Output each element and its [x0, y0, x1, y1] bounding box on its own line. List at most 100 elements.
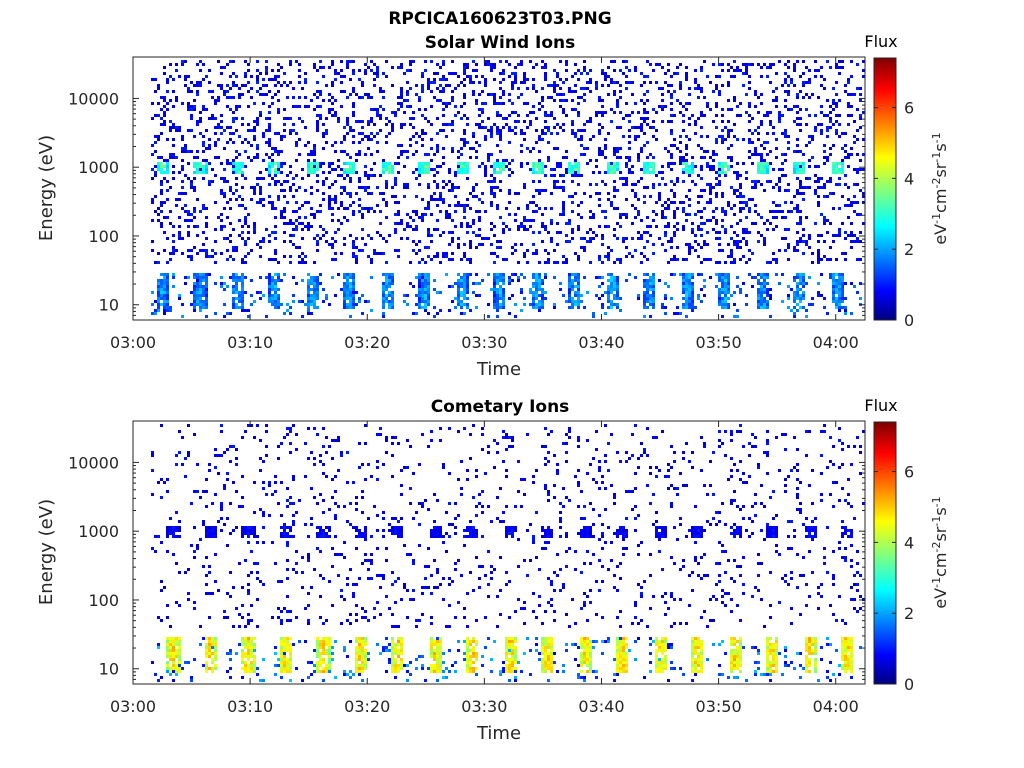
spectrogram-cell — [313, 297, 316, 300]
spectrogram-cell — [439, 210, 442, 213]
spectrogram-cell — [457, 291, 460, 294]
spectrogram-cell — [799, 294, 802, 297]
spectrogram-cell — [523, 72, 526, 75]
spectrogram-cell — [349, 162, 352, 165]
spectrogram-cell — [697, 96, 700, 99]
spectrogram-cell — [241, 225, 244, 228]
spectrogram-cell — [844, 204, 847, 207]
spectrogram-cell — [739, 246, 742, 249]
spectrogram-cell — [292, 87, 295, 90]
spectrogram-cell — [685, 102, 688, 105]
spectrogram-cell — [829, 192, 832, 195]
spectrogram-cell — [175, 637, 178, 640]
spectrogram-cell — [604, 255, 607, 258]
spectrogram-cell — [457, 84, 460, 87]
spectrogram-cell — [193, 177, 196, 180]
spectrogram-cell — [727, 147, 730, 150]
spectrogram-cell — [652, 126, 655, 129]
spectrogram-cell — [646, 231, 649, 234]
spectrogram-cell — [463, 285, 466, 288]
spectrogram-cell — [370, 132, 373, 135]
spectrogram-cell — [550, 114, 553, 117]
spectrogram-cell — [688, 303, 691, 306]
spectrogram-cell — [172, 643, 175, 646]
spectrogram-cell — [214, 261, 217, 264]
spectrogram-cell — [343, 138, 346, 141]
spectrogram-cell — [274, 252, 277, 255]
spectrogram-cell — [847, 156, 850, 159]
spectrogram-cell — [574, 294, 577, 297]
spectrogram-cell — [799, 108, 802, 111]
spectrogram-cell — [415, 294, 418, 297]
spectrogram-cell — [616, 105, 619, 108]
spectrogram-cell — [181, 159, 184, 162]
spectrogram-cell — [256, 243, 259, 246]
spectrogram-cell — [196, 81, 199, 84]
spectrogram-cell — [235, 285, 238, 288]
spectrogram-cell — [412, 240, 415, 243]
spectrogram-cell — [421, 306, 424, 309]
spectrogram-cell — [643, 117, 646, 120]
colorbar-tick-label: 4 — [904, 169, 914, 188]
spectrogram-cell — [610, 306, 613, 309]
spectrogram-cell — [232, 529, 235, 532]
spectrogram-cell — [568, 87, 571, 90]
spectrogram-cell — [331, 162, 334, 165]
spectrogram-cell — [718, 303, 721, 306]
spectrogram-cell — [535, 282, 538, 285]
spectrogram-cell — [514, 315, 517, 318]
spectrogram-cell — [733, 291, 736, 294]
spectrogram-cell — [520, 222, 523, 225]
spectrogram-cell — [760, 306, 763, 309]
spectrogram-cell — [196, 547, 199, 550]
spectrogram-cell — [316, 243, 319, 246]
spectrogram-cell — [490, 93, 493, 96]
spectrogram-cell — [187, 210, 190, 213]
spectrogram-cell — [460, 285, 463, 288]
spectrogram-cell — [487, 117, 490, 120]
spectrogram-cell — [697, 201, 700, 204]
spectrogram-cell — [250, 279, 253, 282]
spectrogram-cell — [775, 96, 778, 99]
spectrogram-cell — [175, 649, 178, 652]
spectrogram-cell — [811, 252, 814, 255]
spectrogram-cell — [538, 189, 541, 192]
spectrogram-cell — [328, 99, 331, 102]
spectrogram-cell — [499, 189, 502, 192]
spectrogram-cell — [253, 222, 256, 225]
spectrogram-cell — [205, 664, 208, 667]
spectrogram-cell — [589, 159, 592, 162]
spectrogram-cell — [646, 240, 649, 243]
spectrogram-cell — [856, 237, 859, 240]
spectrogram-cell — [523, 186, 526, 189]
spectrogram-cell — [388, 171, 391, 174]
spectrogram-cell — [463, 204, 466, 207]
spectrogram-cell — [481, 111, 484, 114]
spectrogram-cell — [466, 282, 469, 285]
spectrogram-cell — [436, 63, 439, 66]
spectrogram-cell — [607, 75, 610, 78]
spectrogram-cell — [202, 105, 205, 108]
spectrogram-cell — [481, 162, 484, 165]
spectrogram-cell — [463, 78, 466, 81]
spectrogram-cell — [331, 60, 334, 63]
spectrogram-cell — [178, 216, 181, 219]
spectrogram-cell — [331, 96, 334, 99]
spectrogram-cell — [823, 150, 826, 153]
spectrogram-cell — [178, 526, 181, 529]
spectrogram-cell — [766, 114, 769, 117]
spectrogram-cell — [733, 243, 736, 246]
spectrogram-cell — [205, 249, 208, 252]
spectrogram-cell — [265, 276, 268, 279]
spectrogram-cell — [352, 252, 355, 255]
spectrogram-cell — [589, 210, 592, 213]
spectrogram-cell — [283, 72, 286, 75]
spectrogram-cell — [670, 96, 673, 99]
spectrogram-cell — [211, 658, 214, 661]
spectrogram-cell — [391, 186, 394, 189]
spectrogram-cell — [502, 273, 505, 276]
spectrogram-cell — [433, 81, 436, 84]
spectrogram-cell — [418, 285, 421, 288]
spectrogram-cell — [529, 303, 532, 306]
spectrogram-cell — [208, 646, 211, 649]
